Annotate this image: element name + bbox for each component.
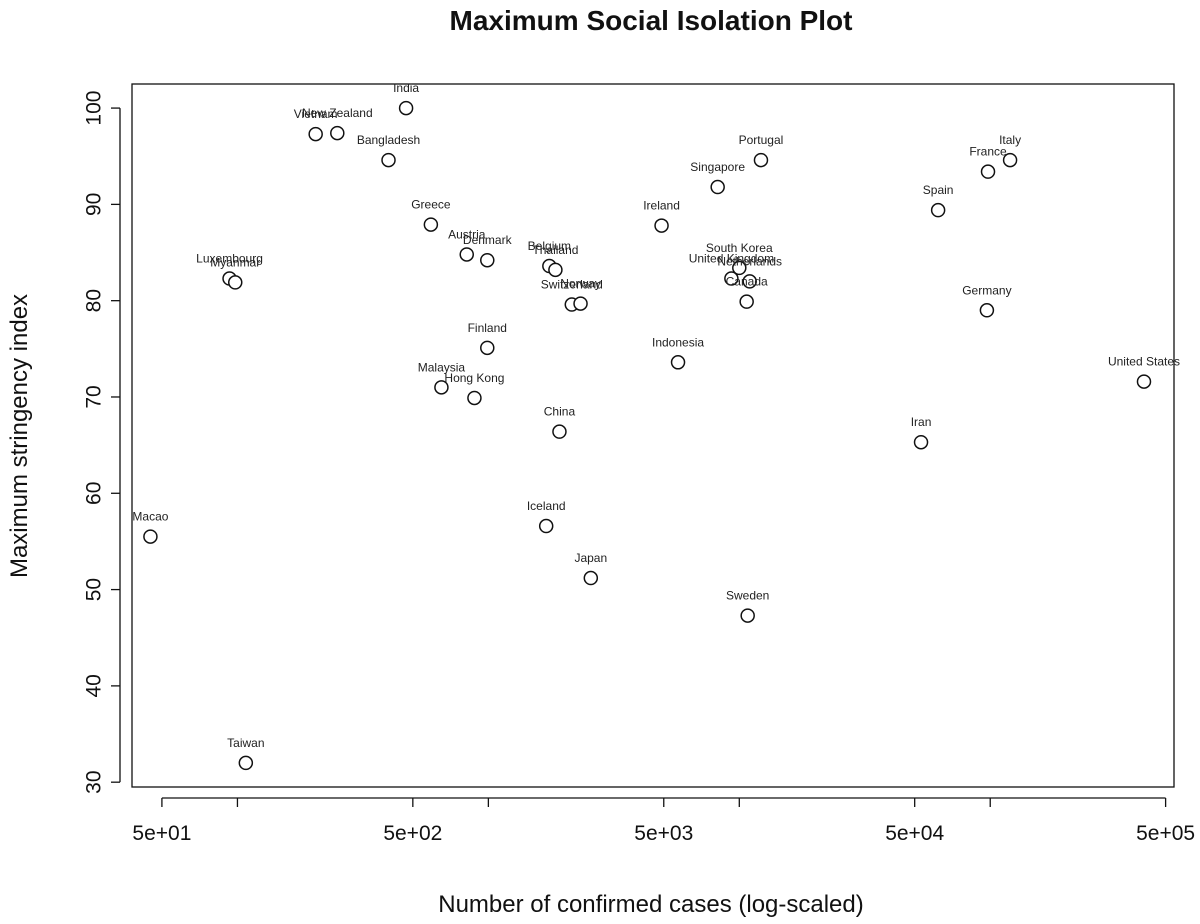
data-point-label: Belgium bbox=[528, 239, 571, 253]
data-point-label: Ireland bbox=[643, 199, 680, 213]
data-point bbox=[459, 247, 474, 262]
y-tick-label: 60 bbox=[83, 482, 106, 505]
data-point-label: Denmark bbox=[463, 233, 513, 247]
data-point bbox=[980, 164, 996, 179]
data-point-label: Iceland bbox=[527, 499, 566, 513]
y-axis: 30 40 50 60 70 80 90 100 bbox=[83, 91, 121, 794]
data-point-label: Macao bbox=[132, 510, 168, 524]
data-point bbox=[913, 434, 929, 450]
data-point-label: United States bbox=[1108, 355, 1180, 369]
y-tick-label: 40 bbox=[83, 674, 106, 697]
data-point-label: Spain bbox=[923, 183, 954, 197]
data-point bbox=[238, 755, 254, 771]
data-point-label: China bbox=[544, 405, 576, 419]
data-point-label: Japan bbox=[574, 551, 607, 565]
data-point-label: South Korea bbox=[706, 241, 773, 255]
data-point-label: Finland bbox=[468, 321, 507, 335]
data-point-label: Norway bbox=[560, 277, 601, 291]
data-point-label: Taiwan bbox=[227, 736, 264, 750]
data-point-label: Bangladesh bbox=[357, 133, 420, 147]
data-point-label: Portugal bbox=[739, 133, 784, 147]
data-point-label: Singapore bbox=[690, 160, 745, 174]
data-point-label: Sweden bbox=[726, 589, 769, 603]
data-point-label: Iran bbox=[911, 415, 932, 429]
data-point bbox=[423, 217, 439, 232]
data-point bbox=[434, 380, 449, 395]
data-point bbox=[979, 303, 995, 318]
data-point-label: Germany bbox=[962, 283, 1011, 297]
y-tick-label: 50 bbox=[83, 578, 106, 601]
data-point-label: United Kingdom bbox=[689, 252, 774, 266]
data-point bbox=[710, 179, 725, 195]
data-point bbox=[724, 271, 739, 286]
data-point-label: Greece bbox=[411, 198, 451, 212]
data-point-label: Malaysia bbox=[418, 360, 466, 374]
x-tick-label: 5e+01 bbox=[132, 822, 191, 845]
data-point bbox=[467, 390, 482, 406]
data-point-label: Indonesia bbox=[652, 335, 704, 349]
data-point bbox=[670, 355, 686, 370]
plot-frame bbox=[131, 83, 1175, 788]
data-point bbox=[753, 152, 769, 168]
data-point bbox=[583, 570, 599, 586]
data-point bbox=[1002, 152, 1018, 168]
data-point-label: Italy bbox=[999, 133, 1021, 147]
y-tick-label: 70 bbox=[83, 385, 106, 408]
data-point-label: Hong Kong bbox=[444, 371, 504, 385]
data-point-label: Thailand bbox=[532, 243, 578, 257]
data-point bbox=[398, 100, 414, 116]
x-axis-title: Number of confirmed cases (log-scaled) bbox=[438, 891, 864, 918]
y-tick-label: 100 bbox=[83, 91, 106, 126]
x-tick-label: 5e+02 bbox=[383, 822, 442, 845]
x-tick-label: 5e+03 bbox=[634, 822, 693, 845]
data-point bbox=[308, 126, 323, 142]
y-tick-label: 30 bbox=[83, 771, 106, 794]
data-point-label: France bbox=[969, 145, 1007, 159]
data-points bbox=[143, 100, 1152, 771]
data-point bbox=[732, 260, 747, 276]
data-point-label: Luxembourg bbox=[196, 252, 263, 266]
x-axis: 5e+01 5e+02 5e+03 5e+04 5e+05 bbox=[132, 797, 1195, 845]
data-point-label: Canada bbox=[726, 275, 768, 289]
y-axis-title: Maximum stringency index bbox=[6, 294, 33, 578]
data-point bbox=[548, 262, 563, 278]
data-point-label: Netherlands bbox=[717, 254, 782, 268]
y-tick-label: 90 bbox=[83, 193, 106, 216]
data-point bbox=[480, 340, 495, 356]
data-point bbox=[227, 275, 243, 290]
data-point bbox=[381, 152, 396, 168]
y-tick-label: 80 bbox=[83, 289, 106, 312]
data-point bbox=[143, 529, 158, 544]
data-point bbox=[1136, 374, 1152, 389]
data-point bbox=[930, 202, 946, 218]
data-point bbox=[538, 518, 554, 534]
data-point-label: Vietnam bbox=[294, 107, 338, 121]
chart-title: Maximum Social Isolation Plot bbox=[450, 5, 853, 36]
data-point bbox=[480, 252, 495, 268]
data-point-label: Myanmar bbox=[210, 255, 260, 269]
data-point bbox=[742, 274, 757, 289]
data-point-label: India bbox=[393, 81, 419, 95]
x-tick-label: 5e+04 bbox=[885, 822, 944, 845]
x-tick-label: 5e+05 bbox=[1136, 822, 1195, 845]
data-point bbox=[654, 218, 669, 233]
data-point-label: Switzerland bbox=[541, 278, 603, 292]
data-point bbox=[330, 125, 345, 141]
data-point bbox=[740, 608, 755, 623]
data-point-label: Austria bbox=[448, 227, 486, 241]
data-point bbox=[552, 424, 567, 439]
data-point bbox=[739, 294, 754, 309]
data-point bbox=[573, 296, 588, 311]
data-point-label: New Zealand bbox=[302, 106, 373, 120]
